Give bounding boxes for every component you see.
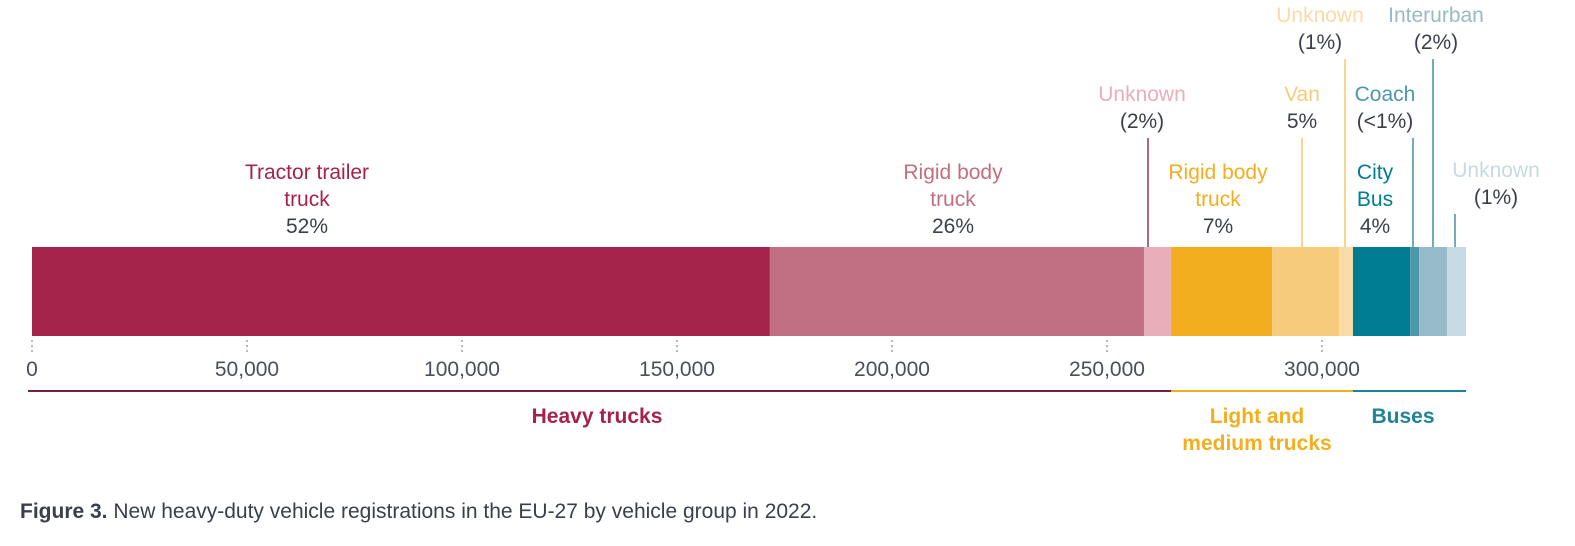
segment-percent: 5%: [1287, 110, 1317, 133]
bar-segment: [1352, 247, 1411, 336]
segment-label: Unknown: [1452, 159, 1540, 182]
figure-caption: Figure 3. New heavy-duty vehicle registr…: [20, 500, 817, 524]
segment-label: Van: [1284, 83, 1320, 106]
x-tick-label: 250,000: [1069, 358, 1145, 381]
stacked-bar-chart: Tractor trailer truck 52% Rigid body truck 26…: [26, 4, 1540, 455]
segment-percent: 26%: [932, 215, 974, 238]
bar-segment: [1419, 247, 1448, 336]
segment-label: Bus: [1357, 188, 1393, 211]
segment-label: Coach: [1355, 83, 1416, 106]
segment-percent: (1%): [1474, 186, 1518, 209]
group-label: Light and: [1210, 405, 1304, 428]
bar-segment: [1447, 247, 1467, 336]
segment-percent: (<1%): [1357, 110, 1414, 133]
segment-percent: 4%: [1360, 215, 1390, 238]
segment-label: Rigid body: [903, 161, 1003, 184]
segment-label: Unknown: [1276, 4, 1364, 27]
bar-segment: [1339, 247, 1353, 336]
caption-text: New heavy-duty vehicle registrations in …: [107, 500, 818, 523]
x-tick-label: 100,000: [424, 358, 500, 381]
bar-segment: [1171, 247, 1273, 336]
segment-percent: (2%): [1120, 110, 1164, 133]
segment-percent: 7%: [1203, 215, 1233, 238]
segment-label: Tractor trailer: [245, 161, 369, 184]
bar-segment: [32, 247, 770, 336]
segment-percent: (2%): [1414, 31, 1458, 54]
x-tick-label: 150,000: [639, 358, 715, 381]
caption-label: Figure 3.: [20, 500, 108, 523]
segment-percent: (1%): [1298, 31, 1342, 54]
bar-segment: [769, 247, 1144, 336]
bar-segment: [1143, 247, 1172, 336]
bar-segment: [1410, 247, 1420, 336]
group-label: medium trucks: [1182, 432, 1331, 455]
segment-label: truck: [1195, 188, 1241, 211]
segment-label: Unknown: [1098, 83, 1186, 106]
bar-segment: [1272, 247, 1340, 336]
group-label: Heavy trucks: [532, 405, 663, 428]
segment-label: truck: [284, 188, 330, 211]
segment-percent: 52%: [286, 215, 328, 238]
x-tick-label: 300,000: [1284, 358, 1360, 381]
segment-label: City: [1357, 161, 1394, 184]
x-tick-label: 200,000: [854, 358, 930, 381]
segment-label: Rigid body: [1168, 161, 1268, 184]
segment-label: truck: [930, 188, 976, 211]
group-label: Buses: [1371, 405, 1434, 428]
x-tick-label: 50,000: [215, 358, 279, 381]
segment-label: Interurban: [1388, 4, 1484, 27]
x-tick-label: 0: [26, 358, 38, 381]
